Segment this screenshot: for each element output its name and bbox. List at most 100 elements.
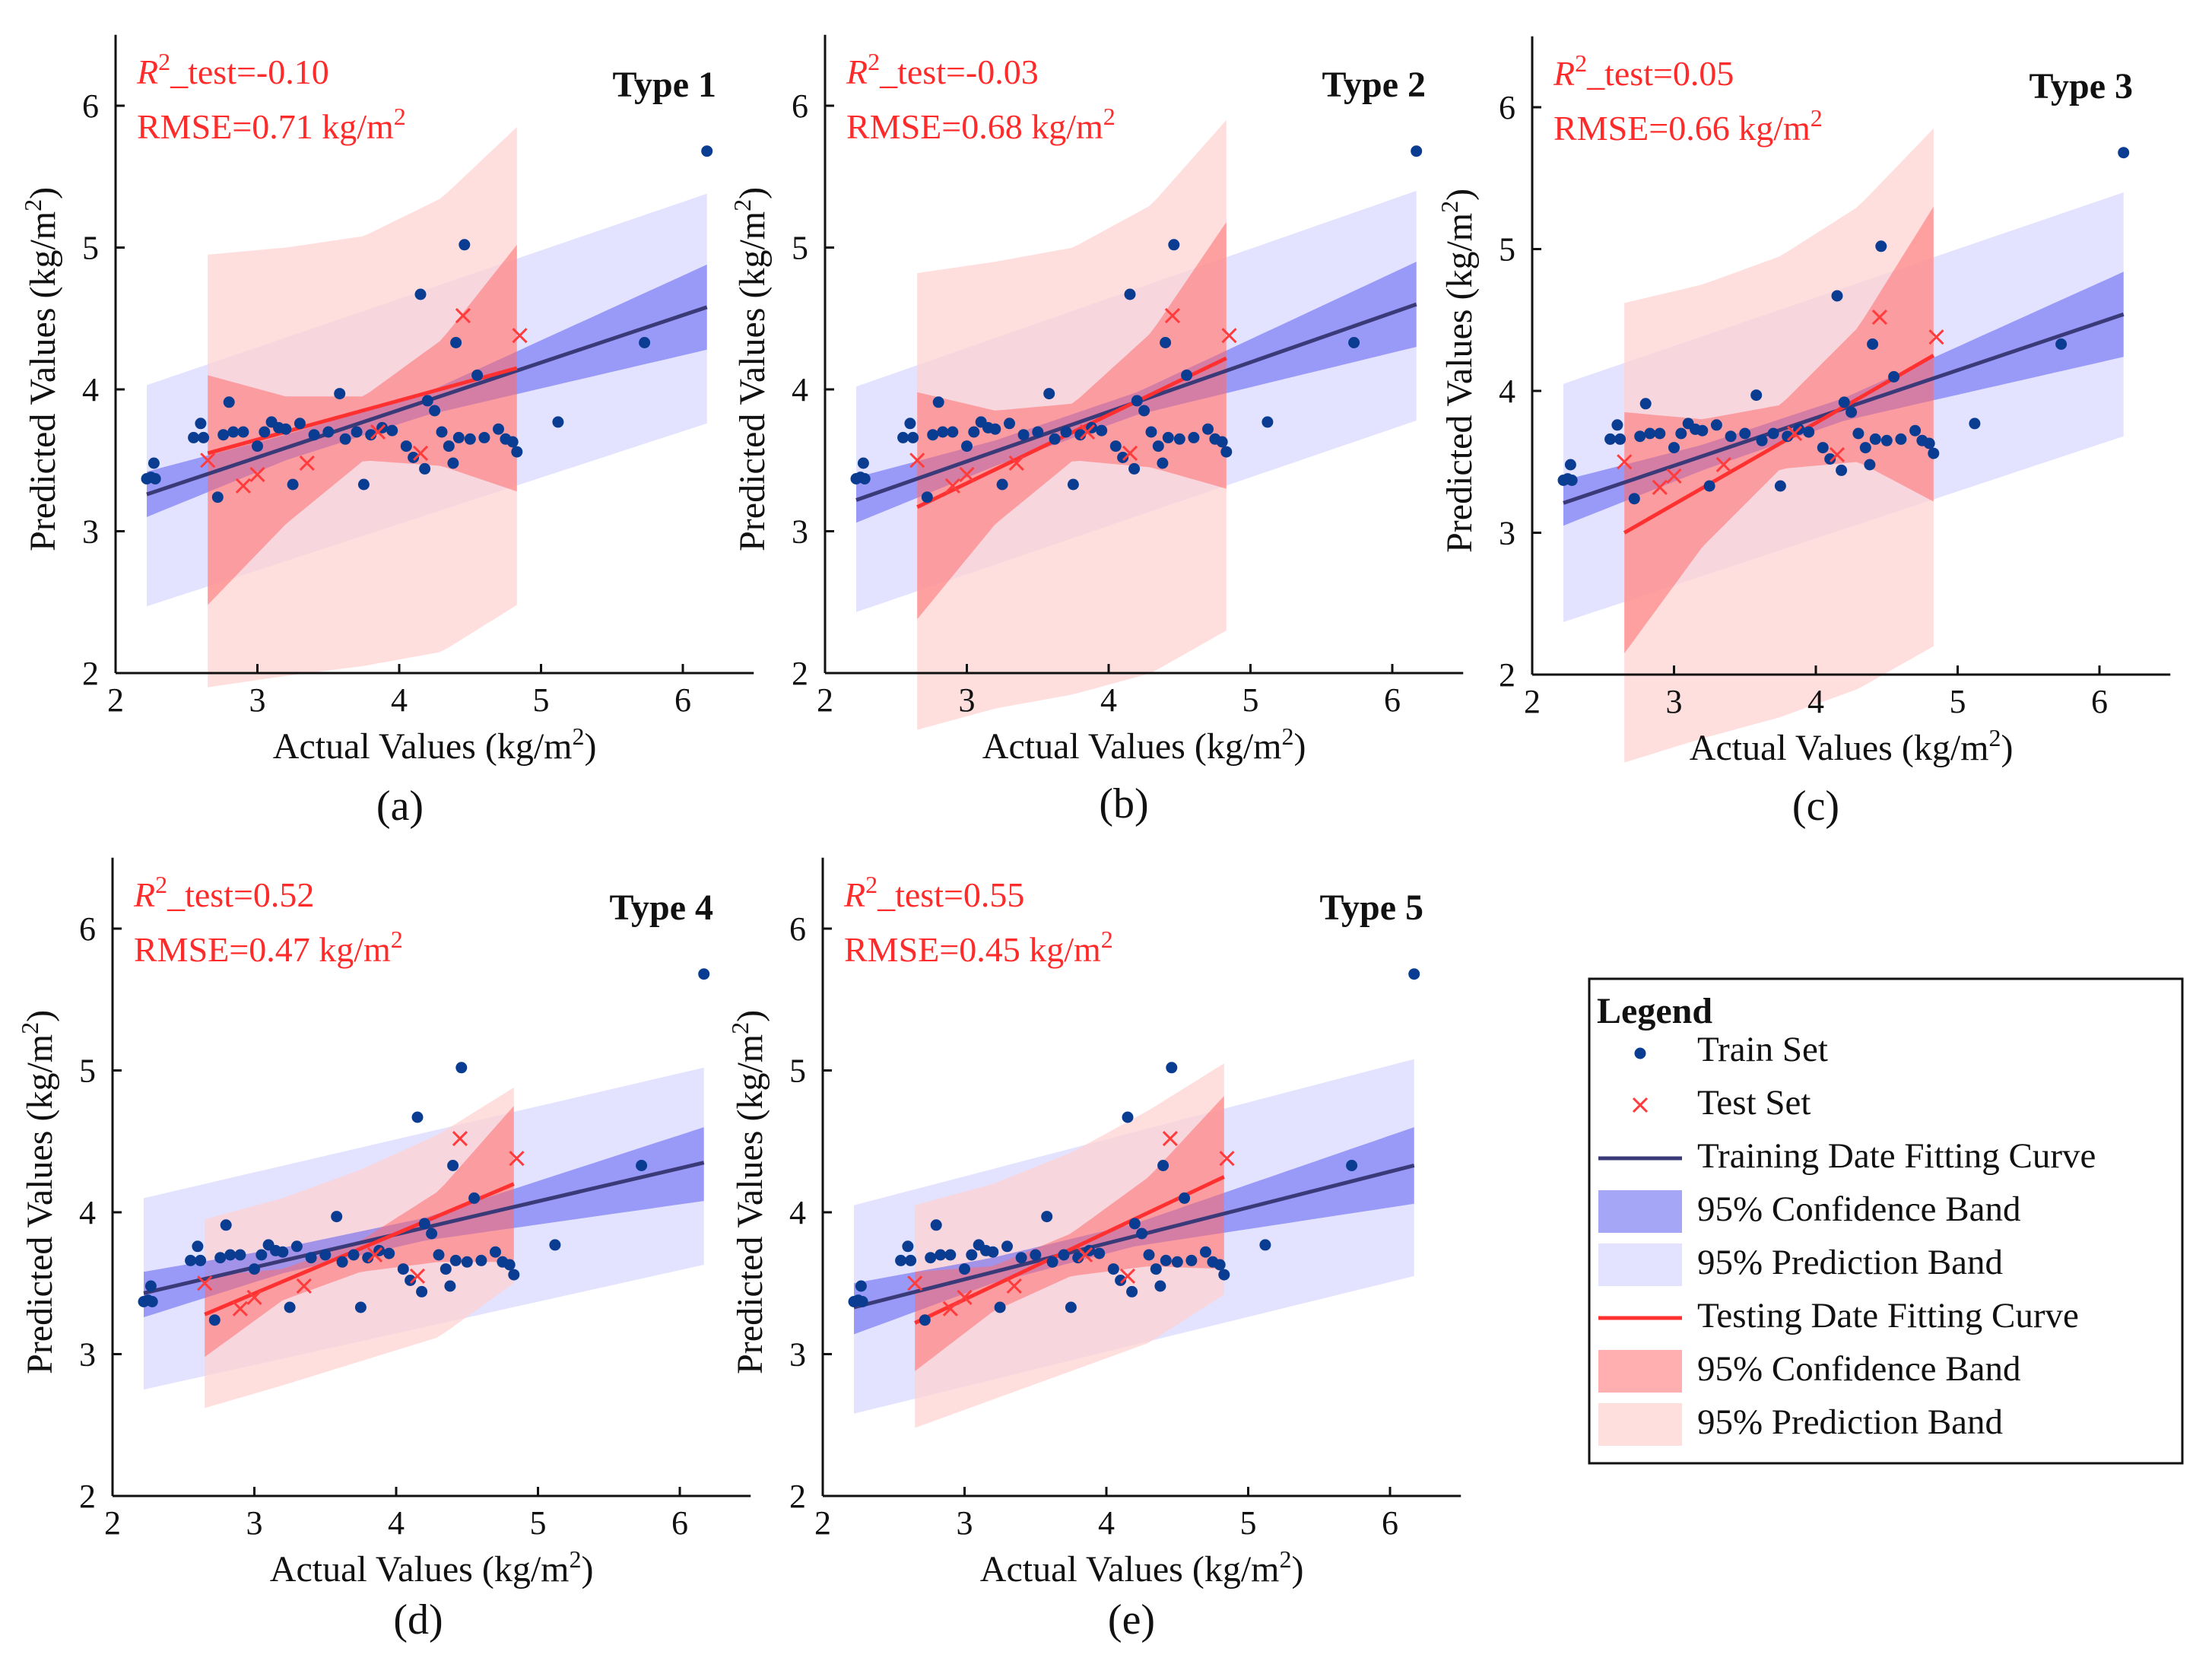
y-axis-label-exponent: 2 — [726, 1022, 754, 1034]
train-point — [405, 1275, 417, 1286]
train-point — [287, 478, 299, 491]
train-point — [1154, 1280, 1166, 1292]
train-point — [1817, 442, 1829, 454]
testing-fit-line — [916, 356, 1227, 510]
r2-symbol: R — [846, 52, 868, 91]
test-point — [959, 466, 975, 482]
test-point — [1829, 446, 1845, 462]
train-point — [994, 1301, 1006, 1313]
r2-exponent: 2 — [1575, 49, 1587, 77]
train-point — [418, 1218, 430, 1230]
r2-exponent: 2 — [155, 871, 167, 898]
train-point — [1614, 433, 1626, 445]
test-confidence-band — [205, 1106, 514, 1358]
train-point — [1188, 431, 1200, 443]
train-point — [961, 440, 973, 453]
test-point — [246, 1289, 262, 1305]
train-point — [1628, 493, 1640, 505]
x-tick-label: 2 — [1524, 683, 1541, 720]
train-point — [1015, 1252, 1027, 1264]
panel-type-title: Type 2 — [1322, 65, 1426, 105]
test-points — [907, 1130, 1235, 1316]
test-point — [957, 1289, 973, 1305]
train-point — [408, 452, 420, 463]
train-point — [1566, 475, 1578, 486]
test-point — [1928, 329, 1944, 345]
testing-fit-line — [207, 366, 518, 456]
train-point — [185, 1254, 197, 1266]
train-point — [1969, 418, 1981, 430]
train-point — [927, 429, 939, 441]
test-point — [409, 1268, 426, 1284]
train-point — [1739, 427, 1751, 440]
test-point — [1164, 307, 1180, 324]
test-point — [942, 1301, 958, 1316]
y-tick-label: 2 — [792, 655, 808, 692]
y-tick-label: 6 — [789, 910, 806, 948]
rmse-exponent: 2 — [1811, 104, 1823, 132]
train-point — [468, 1192, 481, 1204]
train-point — [227, 426, 240, 438]
train-point — [1859, 442, 1871, 454]
y-tick-label: 5 — [82, 230, 99, 267]
x-axis-label-exponent: 2 — [1988, 724, 2001, 751]
legend-test-cross — [1632, 1097, 1649, 1113]
train-point — [905, 1254, 917, 1266]
train-point — [339, 433, 351, 445]
train-point — [1639, 398, 1652, 410]
test-point — [296, 1278, 312, 1294]
train-point — [1259, 1239, 1271, 1251]
rmse-value: RMSE=0.71 kg/m — [137, 107, 394, 146]
train-point — [490, 1246, 501, 1258]
x-axis-label-exponent: 2 — [1279, 1545, 1291, 1573]
y-axis-label: Predicted Values (kg/m2) — [19, 187, 63, 551]
x-tick-label: 4 — [1807, 683, 1824, 720]
y-tick-label: 5 — [1499, 231, 1515, 268]
train-point — [195, 418, 207, 430]
train-point — [464, 433, 476, 445]
test-points — [1617, 309, 1944, 495]
train-point — [1411, 145, 1423, 157]
train-point — [1869, 433, 1881, 445]
train-point — [935, 1249, 947, 1261]
x-tick-label: 3 — [957, 1504, 973, 1542]
legend-item-label: Train Set — [1697, 1030, 1828, 1069]
train-point — [208, 1314, 221, 1326]
train-point — [447, 1160, 459, 1171]
test-confidence-band — [917, 221, 1227, 620]
train-point — [1138, 405, 1150, 417]
y-tick-label: 6 — [1499, 89, 1515, 126]
train-point — [1173, 433, 1185, 445]
rmse-exponent: 2 — [394, 103, 406, 130]
train-point — [897, 431, 909, 443]
x-tick-label: 3 — [1666, 683, 1683, 720]
train-point — [1836, 464, 1848, 476]
train-point — [1157, 1160, 1169, 1171]
train-point — [1043, 388, 1055, 400]
train-point — [1218, 1269, 1230, 1281]
train-point — [237, 426, 249, 438]
train-point — [478, 431, 490, 443]
train-point — [856, 1296, 868, 1307]
train-point — [319, 1249, 332, 1261]
train-point — [1824, 453, 1836, 465]
train-point — [1160, 1254, 1172, 1266]
train-point — [419, 462, 431, 475]
train-point — [1017, 429, 1030, 441]
test-point — [1079, 424, 1096, 440]
y-axis-label-text: Predicted Values (kg/m — [1439, 213, 1480, 553]
train-point — [968, 426, 980, 438]
legend-item: 95% Confidence Band — [1598, 1189, 2021, 1233]
train-points — [850, 145, 1423, 503]
train-point — [1710, 419, 1722, 431]
train-point — [461, 1256, 473, 1268]
legend-band-swatch — [1598, 1350, 1682, 1393]
y-axis-label-exponent: 2 — [16, 1022, 43, 1034]
train-point — [1750, 389, 1763, 402]
legend-item: 95% Prediction Band — [1598, 1243, 2003, 1286]
y-axis-label-close: ) — [730, 1010, 770, 1022]
r2-symbol: R — [133, 875, 155, 914]
train-point — [895, 1254, 907, 1266]
train-point — [701, 145, 713, 157]
